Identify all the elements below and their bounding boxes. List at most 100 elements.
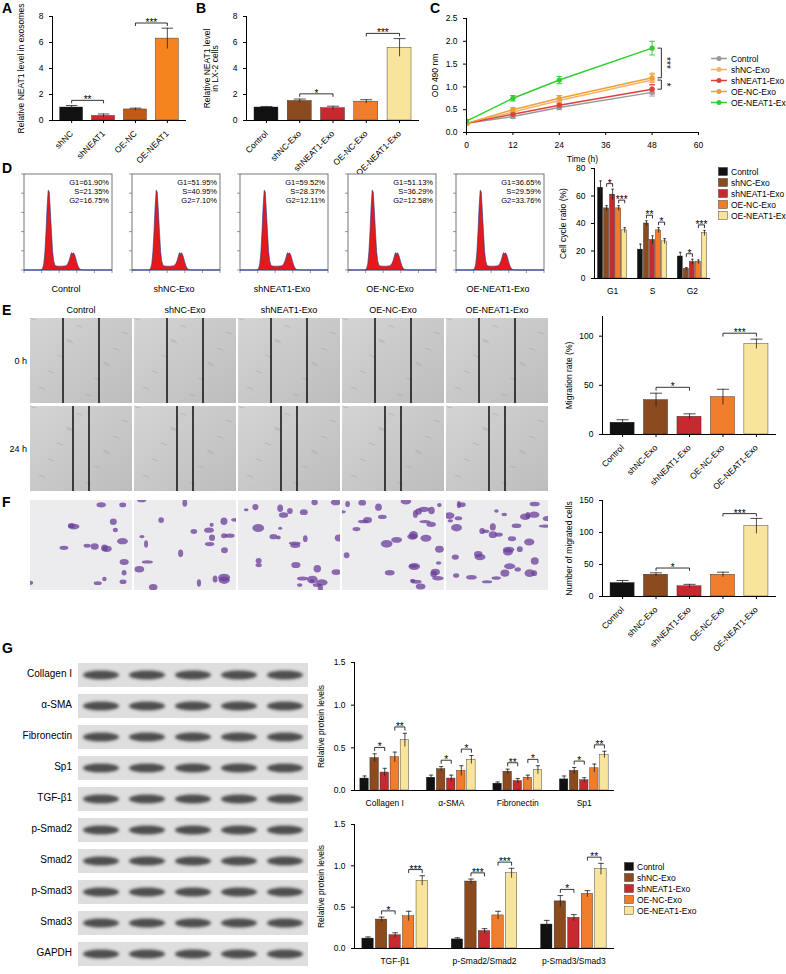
- svg-text:Control: Control: [243, 129, 270, 156]
- svg-text:*: *: [531, 753, 535, 764]
- svg-text:G2=7.10%: G2=7.10%: [181, 196, 217, 205]
- svg-text:0.0: 0.0: [334, 943, 346, 953]
- svg-text:2.5: 2.5: [446, 13, 458, 23]
- svg-text:1.5: 1.5: [334, 657, 346, 667]
- svg-text:1.0: 1.0: [334, 700, 346, 710]
- svg-text:TGF-β1: TGF-β1: [380, 956, 410, 966]
- svg-text:OE-NEAT1: OE-NEAT1: [134, 128, 171, 165]
- svg-text:G1=36.65%: G1=36.65%: [501, 178, 541, 187]
- svg-text:50: 50: [584, 380, 594, 390]
- svg-text:*: *: [661, 83, 672, 87]
- svg-text:*: *: [608, 178, 612, 189]
- svg-text:OE-NC: OE-NC: [112, 129, 138, 155]
- svg-text:*: *: [671, 562, 675, 573]
- svg-text:0: 0: [39, 115, 44, 125]
- svg-text:**: **: [590, 851, 598, 862]
- svg-text:OD 490 nm: OD 490 nm: [430, 54, 440, 97]
- svg-text:Cell cycle ratio (%): Cell cycle ratio (%): [558, 188, 568, 259]
- svg-text:Number of migrated cells: Number of migrated cells: [564, 501, 574, 595]
- svg-text:1.5: 1.5: [334, 819, 346, 829]
- svg-text:1.0: 1.0: [446, 82, 458, 92]
- svg-text:48: 48: [647, 140, 657, 150]
- svg-text:0.0: 0.0: [334, 785, 346, 795]
- svg-text:G1=51.95%: G1=51.95%: [177, 178, 217, 187]
- svg-text:G2=16.75%: G2=16.75%: [69, 196, 109, 205]
- svg-text:G1: G1: [607, 286, 619, 296]
- svg-text:2: 2: [233, 89, 238, 99]
- svg-text:50: 50: [584, 559, 594, 569]
- svg-text:20: 20: [576, 246, 586, 256]
- svg-text:Collagen I: Collagen I: [366, 798, 404, 808]
- svg-text:8: 8: [233, 11, 238, 21]
- svg-text:100: 100: [579, 527, 593, 537]
- svg-text:p-Smad3/Smad3: p-Smad3/Smad3: [542, 956, 606, 966]
- svg-text:60: 60: [694, 140, 704, 150]
- svg-text:0.5: 0.5: [446, 104, 458, 114]
- svg-text:S=29.59%: S=29.59%: [506, 187, 541, 196]
- svg-text:Control: Control: [599, 605, 626, 632]
- svg-text:60: 60: [576, 191, 586, 201]
- svg-text:*: *: [577, 755, 581, 766]
- svg-text:G2=12.58%: G2=12.58%: [393, 196, 433, 205]
- svg-text:2: 2: [39, 89, 44, 99]
- svg-text:150: 150: [579, 495, 593, 505]
- svg-text:80: 80: [576, 163, 586, 173]
- svg-text:G2=33.76%: G2=33.76%: [501, 196, 541, 205]
- svg-text:1.0: 1.0: [334, 861, 346, 871]
- svg-text:*: *: [660, 216, 664, 227]
- svg-text:***: ***: [472, 867, 484, 878]
- svg-text:*: *: [378, 741, 382, 752]
- svg-text:shNEAT1-Exo: shNEAT1-Exo: [292, 128, 337, 173]
- svg-text:*: *: [314, 88, 318, 99]
- svg-text:Relative NEAT1 level in exosom: Relative NEAT1 level in exosomes: [16, 4, 26, 134]
- svg-text:*: *: [386, 905, 390, 916]
- svg-text:S=28.37%: S=28.37%: [290, 187, 325, 196]
- svg-text:**: **: [595, 739, 603, 750]
- svg-text:**: **: [509, 757, 517, 768]
- svg-text:G1=51.13%: G1=51.13%: [393, 178, 433, 187]
- svg-text:***: ***: [661, 57, 672, 69]
- svg-text:***: ***: [734, 508, 746, 519]
- svg-text:shNEAT1-Exo: shNEAT1-Exo: [648, 604, 693, 649]
- svg-text:0: 0: [581, 273, 586, 283]
- svg-text:*: *: [464, 743, 468, 754]
- svg-text:Time (h): Time (h): [567, 154, 598, 164]
- svg-text:S=36.29%: S=36.29%: [398, 187, 433, 196]
- svg-text:**: **: [396, 721, 404, 732]
- svg-text:***: ***: [499, 856, 511, 867]
- svg-text:***: ***: [146, 17, 158, 28]
- svg-text:G1=59.52%: G1=59.52%: [285, 178, 325, 187]
- svg-text:**: **: [646, 209, 654, 220]
- svg-text:Relative protein levels: Relative protein levels: [316, 845, 326, 928]
- svg-text:0: 0: [589, 429, 594, 439]
- svg-text:Sp1: Sp1: [577, 798, 592, 808]
- svg-text:36: 36: [601, 140, 611, 150]
- svg-text:100: 100: [579, 331, 593, 341]
- svg-text:shNC-Exo: shNC-Exo: [625, 442, 660, 477]
- svg-text:S=21.35%: S=21.35%: [74, 187, 109, 196]
- svg-text:*: *: [444, 754, 448, 765]
- svg-text:12: 12: [508, 140, 518, 150]
- svg-text:S=40.95%: S=40.95%: [182, 187, 217, 196]
- svg-text:S: S: [650, 286, 656, 296]
- svg-text:shNEAT1: shNEAT1: [75, 128, 108, 161]
- svg-text:Fibronectin: Fibronectin: [497, 798, 539, 808]
- svg-text:0.5: 0.5: [334, 743, 346, 753]
- svg-text:***: ***: [410, 864, 422, 875]
- svg-text:0: 0: [589, 591, 594, 601]
- svg-text:0: 0: [233, 115, 238, 125]
- svg-text:2.0: 2.0: [446, 36, 458, 46]
- svg-text:0.5: 0.5: [334, 902, 346, 912]
- svg-text:***: ***: [696, 219, 708, 230]
- svg-text:G1=61.90%: G1=61.90%: [69, 178, 109, 187]
- svg-text:4: 4: [233, 63, 238, 73]
- svg-text:α-SMA: α-SMA: [438, 798, 464, 808]
- svg-text:*: *: [565, 883, 569, 894]
- svg-text:0.0: 0.0: [446, 127, 458, 137]
- svg-text:G2=12.11%: G2=12.11%: [286, 196, 326, 205]
- svg-text:40: 40: [576, 218, 586, 228]
- svg-text:shNC-Exo: shNC-Exo: [625, 604, 660, 639]
- svg-text:**: **: [84, 94, 92, 105]
- svg-text:shNEAT1-Exo: shNEAT1-Exo: [648, 442, 693, 487]
- svg-text:OE-NEAT1-Exo: OE-NEAT1-Exo: [711, 604, 760, 653]
